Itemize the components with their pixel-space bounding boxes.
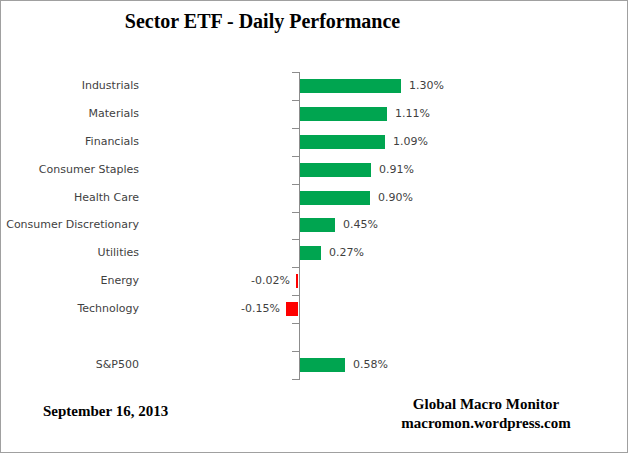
- chart-frame: Sector ETF - Daily Performance Industria…: [0, 0, 628, 453]
- axis-tick: [292, 323, 300, 324]
- category-label: S&P500: [1, 358, 139, 372]
- axis-tick: [292, 128, 300, 129]
- category-label: Health Care: [1, 191, 139, 205]
- bar: [300, 107, 387, 121]
- category-label: Materials: [1, 107, 139, 121]
- footnote-date: September 16, 2013: [43, 403, 168, 420]
- axis-tick: [292, 212, 300, 213]
- category-label: Energy: [1, 274, 139, 288]
- chart-title: Sector ETF - Daily Performance: [1, 10, 524, 33]
- axis-tick: [292, 100, 300, 101]
- value-label: 1.30%: [409, 79, 444, 93]
- value-label: 1.11%: [395, 107, 430, 121]
- category-label: Technology: [1, 302, 139, 316]
- axis-tick: [292, 72, 300, 73]
- category-label: Financials: [1, 135, 139, 149]
- value-label: 0.90%: [378, 191, 413, 205]
- axis-tick: [292, 156, 300, 157]
- bar: [300, 163, 371, 177]
- value-label: 1.09%: [393, 135, 428, 149]
- axis-tick: [292, 267, 300, 268]
- bar: [296, 274, 298, 288]
- bar: [300, 218, 335, 232]
- bar: [300, 358, 345, 372]
- category-label: Consumer Discretionary: [1, 218, 139, 232]
- bar: [300, 135, 385, 149]
- value-label: -0.02%: [251, 274, 290, 288]
- axis-tick: [292, 239, 300, 240]
- bar: [300, 79, 401, 93]
- value-label: 0.27%: [329, 246, 364, 260]
- bar: [300, 191, 370, 205]
- bar: [286, 302, 298, 316]
- value-label: 0.58%: [353, 358, 388, 372]
- source-url: macromon.wordpress.com: [401, 414, 570, 433]
- category-label: Industrials: [1, 79, 139, 93]
- axis-tick: [292, 184, 300, 185]
- source-attribution: Global Macro Monitor macromon.wordpress.…: [401, 395, 570, 433]
- category-label: Utilities: [1, 246, 139, 260]
- category-label: Consumer Staples: [1, 163, 139, 177]
- value-label: -0.15%: [241, 302, 280, 316]
- source-name: Global Macro Monitor: [401, 395, 570, 414]
- value-label: 0.45%: [343, 218, 378, 232]
- axis-tick: [292, 351, 300, 352]
- value-label: 0.91%: [379, 163, 414, 177]
- axis-tick: [292, 295, 300, 296]
- axis-tick: [292, 379, 300, 380]
- bar: [300, 246, 321, 260]
